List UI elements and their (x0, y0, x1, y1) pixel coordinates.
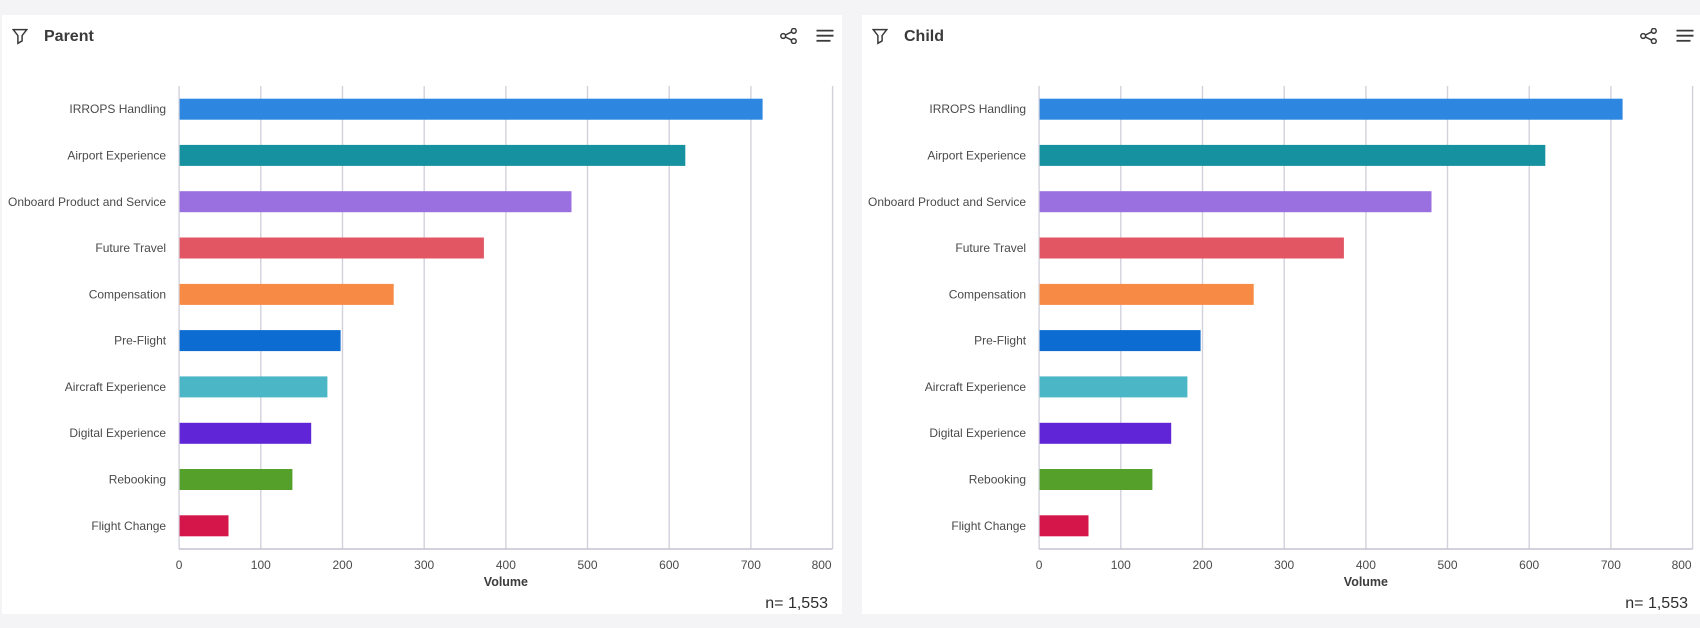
svg-text:800: 800 (1672, 558, 1692, 572)
svg-text:0: 0 (1036, 558, 1043, 572)
svg-text:500: 500 (1437, 558, 1457, 572)
svg-text:Compensation: Compensation (949, 287, 1026, 301)
svg-text:Rebooking: Rebooking (969, 473, 1026, 487)
svg-text:Volume: Volume (1344, 575, 1388, 589)
svg-text:Airport Experience: Airport Experience (927, 148, 1026, 162)
svg-text:Digital Experience: Digital Experience (69, 426, 166, 440)
svg-text:200: 200 (332, 558, 352, 572)
svg-text:Flight Change: Flight Change (951, 519, 1026, 533)
svg-text:Pre-Flight: Pre-Flight (974, 334, 1027, 348)
svg-text:600: 600 (1519, 558, 1539, 572)
svg-text:400: 400 (1356, 558, 1376, 572)
svg-text:Digital Experience: Digital Experience (929, 426, 1026, 440)
svg-text:IRROPS Handling: IRROPS Handling (69, 102, 166, 116)
svg-text:100: 100 (1111, 558, 1131, 572)
svg-text:Aircraft Experience: Aircraft Experience (925, 380, 1027, 394)
svg-text:100: 100 (251, 558, 271, 572)
svg-text:Pre-Flight: Pre-Flight (114, 334, 167, 348)
svg-text:Rebooking: Rebooking (109, 473, 166, 487)
svg-text:800: 800 (812, 558, 832, 572)
svg-text:Onboard Product and Service: Onboard Product and Service (868, 195, 1026, 209)
svg-text:700: 700 (741, 558, 761, 572)
svg-text:Compensation: Compensation (89, 287, 166, 301)
svg-text:400: 400 (496, 558, 516, 572)
svg-text:200: 200 (1192, 558, 1212, 572)
svg-text:Future Travel: Future Travel (95, 241, 166, 255)
svg-text:300: 300 (1274, 558, 1294, 572)
svg-text:Future Travel: Future Travel (955, 241, 1026, 255)
svg-text:Onboard Product and Service: Onboard Product and Service (8, 195, 166, 209)
svg-text:Aircraft Experience: Aircraft Experience (65, 380, 167, 394)
svg-text:300: 300 (414, 558, 434, 572)
svg-text:Volume: Volume (484, 575, 528, 589)
svg-text:Flight Change: Flight Change (91, 519, 166, 533)
svg-text:700: 700 (1601, 558, 1621, 572)
svg-text:500: 500 (577, 558, 597, 572)
svg-text:600: 600 (659, 558, 679, 572)
svg-text:IRROPS Handling: IRROPS Handling (929, 102, 1026, 116)
svg-text:Airport Experience: Airport Experience (67, 148, 166, 162)
svg-text:0: 0 (176, 558, 183, 572)
